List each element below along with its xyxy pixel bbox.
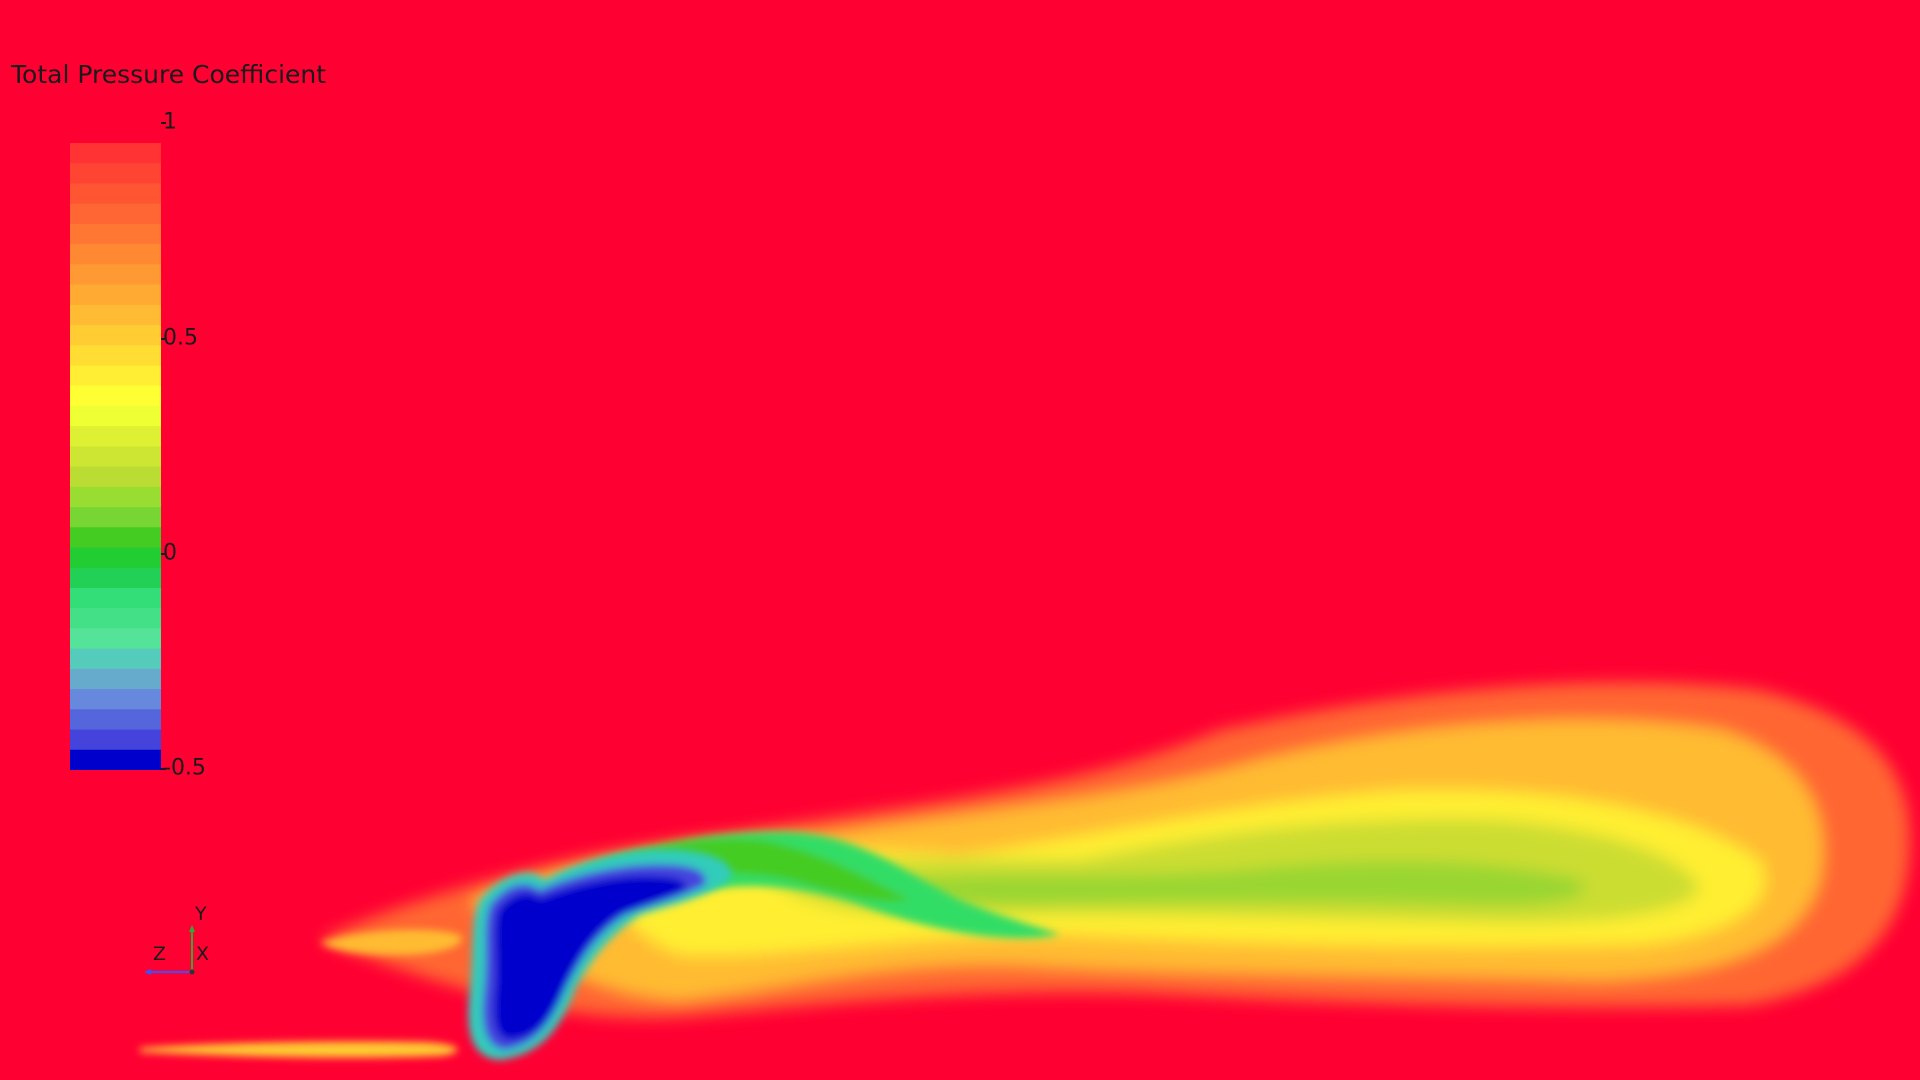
- axis-triad: Y Z X: [140, 903, 220, 975]
- colorbar-band: [70, 385, 161, 407]
- colorbar-band: [70, 608, 161, 630]
- colorbar-band: [70, 284, 161, 306]
- colorbar-band: [70, 729, 161, 751]
- y-axis-label: Y: [195, 903, 207, 925]
- colorbar-band: [70, 547, 161, 569]
- colorbar-band: [70, 446, 161, 468]
- recirculation-zone: [468, 849, 732, 1060]
- colorbar: [70, 143, 161, 770]
- colorbar-band: [70, 689, 161, 710]
- x-axis-label: X: [196, 943, 210, 965]
- tick-mark: [161, 122, 166, 124]
- colorbar-band: [70, 244, 161, 265]
- colorbar-band: [70, 223, 161, 245]
- z-axis-arrowhead: [144, 969, 151, 975]
- colorbar-band: [70, 668, 161, 690]
- colorbar-band: [70, 749, 161, 770]
- colorbar-band: [70, 163, 161, 185]
- tick-mark: [161, 338, 166, 340]
- legend-tick-label: 1: [163, 109, 177, 135]
- colorbar-band: [70, 426, 161, 447]
- z-axis-label: Z: [153, 943, 167, 965]
- colorbar-band: [70, 325, 161, 346]
- colorbar-band: [70, 365, 161, 387]
- colorbar-band: [70, 507, 161, 528]
- colorbar-band: [70, 709, 161, 731]
- colorbar-band: [70, 486, 161, 508]
- inflow-streak: [140, 929, 462, 1058]
- colorbar-band: [70, 203, 161, 225]
- colorbar-band: [70, 648, 161, 670]
- colorbar-band: [70, 183, 161, 205]
- colorbar-band: [70, 264, 161, 286]
- colorbar-band: [70, 567, 161, 589]
- colorbar-band: [70, 304, 161, 326]
- legend-tick-label: 0.5: [163, 325, 198, 351]
- tick-mark: [161, 553, 166, 555]
- colorbar-band: [70, 143, 161, 164]
- colorbar-band: [70, 527, 161, 549]
- colorbar-band: [70, 405, 161, 427]
- x-axis-origin: [189, 969, 195, 975]
- colorbar-band: [70, 587, 161, 609]
- legend-tick-label: 0: [163, 540, 177, 566]
- legend-tick-label: -0.5: [163, 755, 206, 781]
- colorbar-band: [70, 628, 161, 650]
- tick-mark: [161, 768, 166, 770]
- colorbar-band: [70, 345, 161, 367]
- y-axis-arrowhead: [189, 925, 195, 932]
- legend-title: Total Pressure Coefficient: [11, 60, 327, 89]
- colorbar-band: [70, 466, 161, 488]
